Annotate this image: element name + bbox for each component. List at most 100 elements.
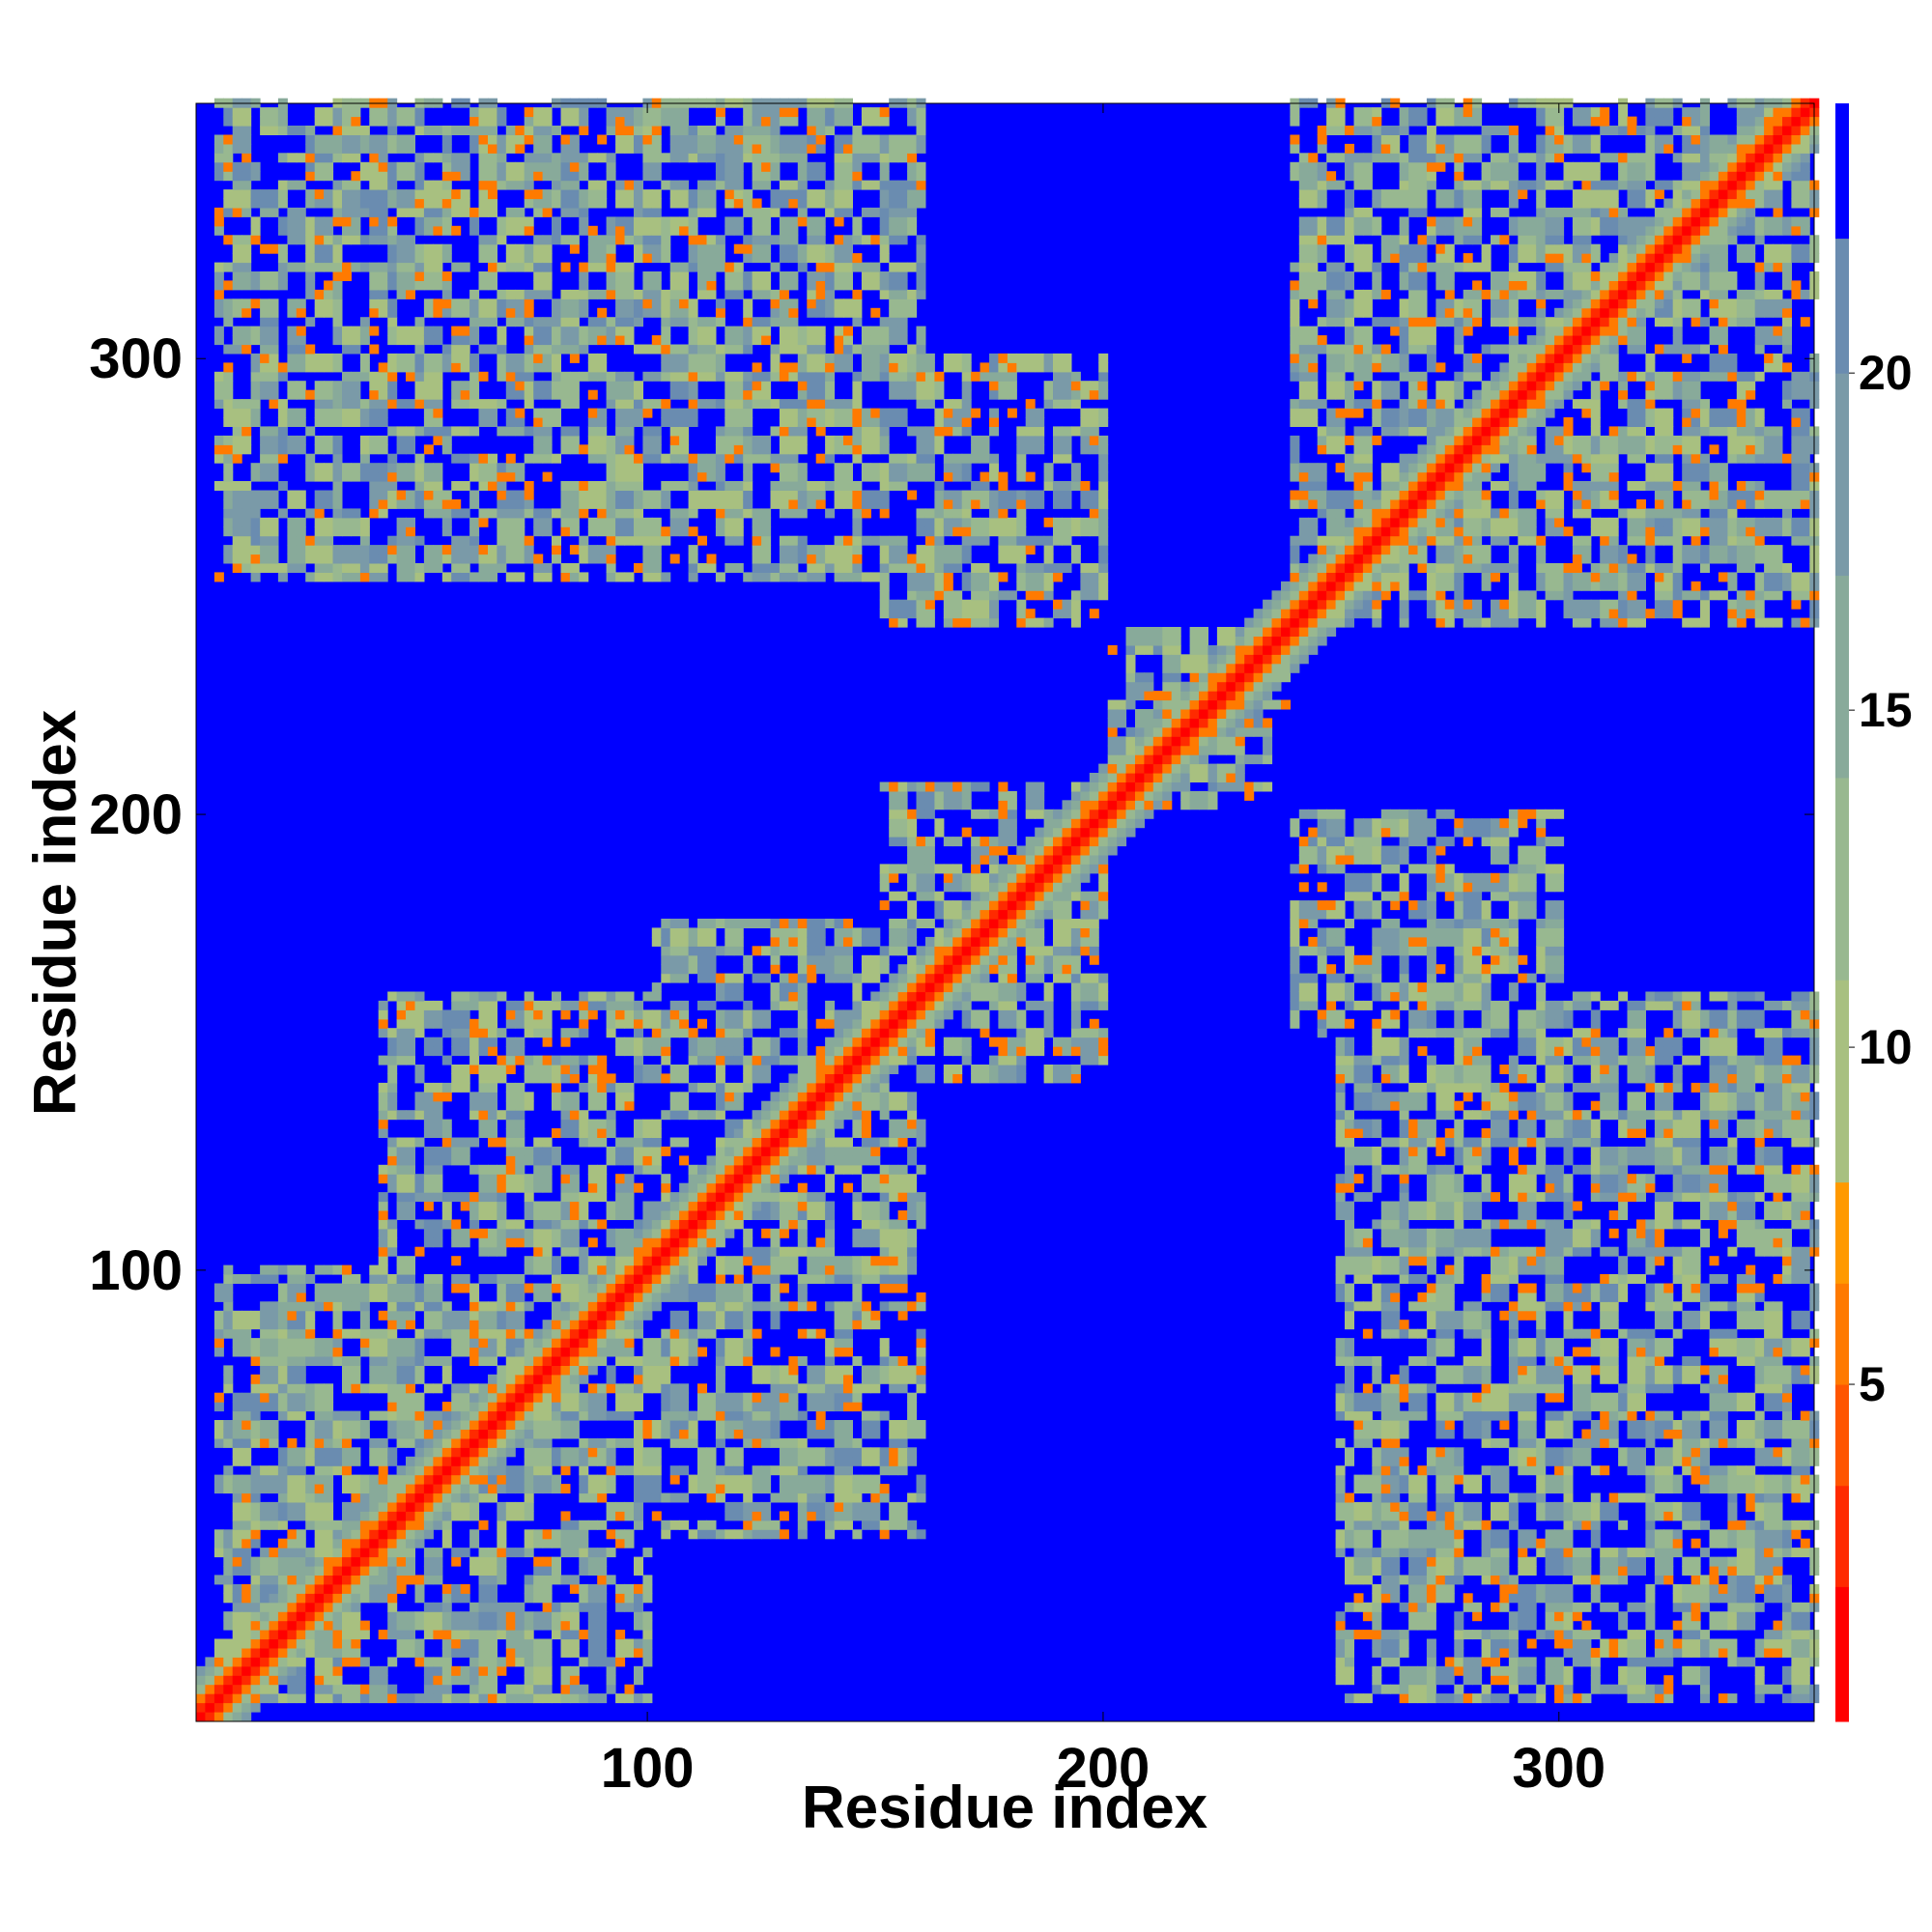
heatmap-cell xyxy=(524,1073,534,1084)
heatmap-cell xyxy=(752,1009,762,1020)
heatmap-cell xyxy=(213,1429,224,1439)
heatmap-cell xyxy=(423,126,434,135)
heatmap-cell xyxy=(651,453,662,464)
heatmap-cell xyxy=(423,1465,434,1476)
heatmap-cell xyxy=(651,1274,662,1284)
heatmap-cell xyxy=(615,1146,626,1156)
heatmap-cell xyxy=(560,1638,571,1649)
heatmap-cell xyxy=(305,1356,316,1366)
heatmap-cell xyxy=(524,1429,534,1439)
heatmap-cell xyxy=(743,1484,753,1494)
heatmap-cell xyxy=(460,1437,470,1448)
heatmap-cell xyxy=(679,298,690,309)
heatmap-cell xyxy=(634,1264,643,1275)
heatmap-cell xyxy=(651,1128,662,1138)
heatmap-cell xyxy=(569,1000,580,1010)
heatmap-cell xyxy=(587,1082,598,1093)
heatmap-cell xyxy=(433,1146,443,1156)
heatmap-cell xyxy=(505,1146,516,1156)
heatmap-cell xyxy=(752,1484,762,1494)
heatmap-cell xyxy=(406,1037,415,1047)
heatmap-cell xyxy=(497,508,507,519)
heatmap-cell xyxy=(615,1657,626,1667)
heatmap-cell xyxy=(359,526,370,537)
heatmap-cell xyxy=(752,1174,762,1184)
heatmap-cell xyxy=(597,362,608,373)
heatmap-cell xyxy=(242,1310,252,1321)
heatmap-cell xyxy=(615,225,626,236)
heatmap-cell xyxy=(351,1538,361,1548)
heatmap-cell xyxy=(715,435,725,445)
heatmap-cell xyxy=(560,444,571,455)
heatmap-cell xyxy=(661,1055,671,1065)
heatmap-cell xyxy=(706,235,717,245)
heatmap-cell xyxy=(423,1437,434,1448)
heatmap-cell xyxy=(706,1456,717,1466)
heatmap-cell xyxy=(505,143,516,154)
heatmap-cell xyxy=(451,1630,462,1640)
heatmap-cell xyxy=(242,1665,252,1676)
heatmap-cell xyxy=(669,353,680,363)
heatmap-cell xyxy=(287,435,298,445)
heatmap-cell xyxy=(324,535,334,546)
heatmap-cell xyxy=(615,426,626,437)
heatmap-cell xyxy=(378,298,388,309)
heatmap-cell xyxy=(269,426,279,437)
heatmap-cell xyxy=(715,243,725,254)
heatmap-cell xyxy=(387,1328,398,1339)
heatmap-cell xyxy=(715,1420,725,1430)
heatmap-cell xyxy=(579,1128,589,1138)
heatmap-cell xyxy=(552,1082,561,1093)
heatmap-cell xyxy=(213,171,224,182)
heatmap-cell xyxy=(634,471,643,482)
heatmap-cell xyxy=(250,1492,261,1503)
heatmap-cell xyxy=(533,1410,544,1421)
heatmap-cell xyxy=(715,1374,725,1384)
heatmap-cell xyxy=(497,1383,507,1394)
heatmap-cell xyxy=(706,463,717,473)
heatmap-cell xyxy=(351,1292,361,1302)
heatmap-cell xyxy=(369,1338,380,1349)
heatmap-cell xyxy=(688,554,698,564)
heatmap-cell xyxy=(250,526,261,537)
heatmap-cell xyxy=(634,1037,643,1047)
heatmap-cell xyxy=(460,344,470,355)
heatmap-cell xyxy=(533,1484,544,1494)
heatmap-cell xyxy=(669,1237,680,1248)
heatmap-cell xyxy=(661,1210,671,1220)
heatmap-cell xyxy=(552,1073,561,1084)
heatmap-cell xyxy=(269,526,279,537)
heatmap-cell xyxy=(497,171,507,182)
heatmap-cell xyxy=(433,198,443,209)
heatmap-cell xyxy=(305,289,316,299)
heatmap-cell xyxy=(351,1365,361,1376)
heatmap-cell xyxy=(242,1520,252,1530)
heatmap-cell xyxy=(552,189,561,200)
heatmap-cell xyxy=(569,1665,580,1676)
heatmap-cell xyxy=(196,1693,206,1704)
heatmap-cell xyxy=(414,1693,425,1704)
heatmap-cell xyxy=(369,225,380,236)
heatmap-cell xyxy=(743,389,753,400)
heatmap-cell xyxy=(642,1264,653,1275)
heatmap-cell xyxy=(441,1501,452,1512)
heatmap-cell xyxy=(724,1146,735,1156)
heatmap-cell xyxy=(724,1174,735,1184)
heatmap-cell xyxy=(497,235,507,245)
heatmap-cell xyxy=(314,1630,325,1640)
heatmap-cell xyxy=(679,1110,690,1121)
heatmap-cell xyxy=(423,1675,434,1686)
heatmap-cell xyxy=(213,1665,224,1676)
heatmap-cell xyxy=(651,344,662,355)
heatmap-cell xyxy=(615,1137,626,1148)
heatmap-cell xyxy=(688,1429,698,1439)
heatmap-cell xyxy=(369,1374,380,1384)
heatmap-cell xyxy=(324,298,334,309)
heatmap-cell xyxy=(406,1520,415,1530)
heatmap-cell xyxy=(478,344,489,355)
heatmap-cell xyxy=(324,399,334,410)
heatmap-cell xyxy=(314,1575,325,1585)
heatmap-cell xyxy=(651,554,662,564)
heatmap-cell xyxy=(606,1365,616,1376)
heatmap-cell xyxy=(706,1037,717,1047)
